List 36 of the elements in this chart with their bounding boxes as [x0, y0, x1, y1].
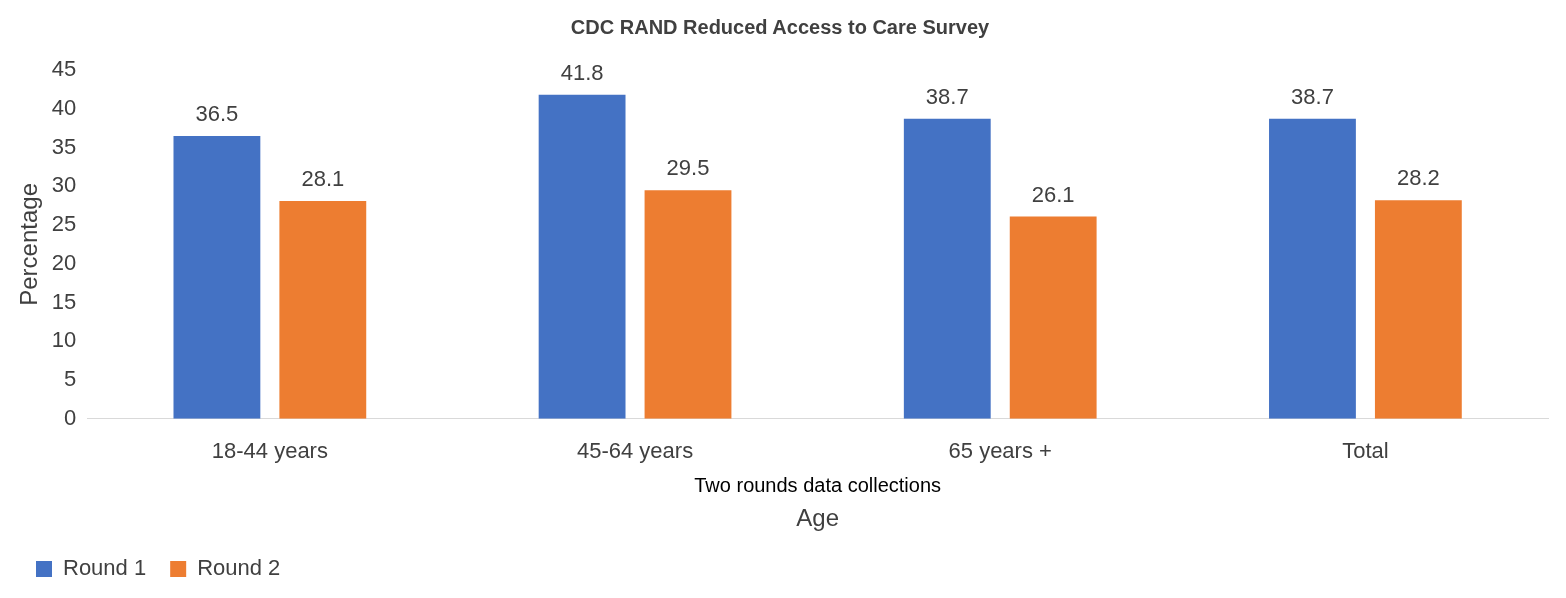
x-tick-label: 45-64 years: [576, 438, 694, 464]
y-tick-label: 30: [51, 172, 77, 198]
bar: [173, 135, 261, 419]
x-tick-label: Total: [1342, 438, 1389, 464]
bar: [903, 118, 991, 419]
y-tick-label: 5: [64, 366, 77, 392]
y-tick-label: 0: [64, 404, 77, 430]
y-tick-label: 15: [51, 288, 77, 314]
text: Two rounds data collections: [694, 474, 942, 497]
bar: [1009, 216, 1097, 419]
bar: [538, 94, 626, 419]
bar: [1269, 118, 1356, 419]
y-tick-label: 35: [51, 133, 77, 159]
y-tick-label: 25: [51, 211, 77, 237]
data-label: 41.8: [560, 59, 604, 85]
x-tick-label: 65 years +: [948, 438, 1052, 464]
y-tick-label: 20: [51, 249, 77, 275]
bar: [1374, 200, 1462, 419]
y-tick-label: 10: [51, 327, 77, 353]
data-label: 36.5: [195, 100, 239, 126]
y-tick-label: 45: [51, 56, 77, 82]
x-tick-label: 18-44 years: [211, 438, 328, 464]
x-axis-title: Age: [796, 504, 839, 532]
data-label: 28.2: [1396, 165, 1440, 191]
bar: [279, 200, 367, 419]
data-label: 38.7: [1291, 83, 1334, 109]
chart-title: CDC RAND Reduced Access to Care Survey: [570, 15, 991, 38]
y-axis-title: Percentage: [15, 183, 43, 306]
data-label: 26.1: [1031, 181, 1075, 207]
data-label: 38.7: [925, 83, 969, 109]
y-tick-label: 40: [51, 94, 77, 120]
data-label: 29.5: [666, 155, 710, 181]
data-label: 28.1: [301, 166, 345, 192]
legend-label: Round 1: [63, 555, 147, 581]
bar: [644, 190, 732, 419]
legend-label: Round 2: [197, 555, 281, 581]
